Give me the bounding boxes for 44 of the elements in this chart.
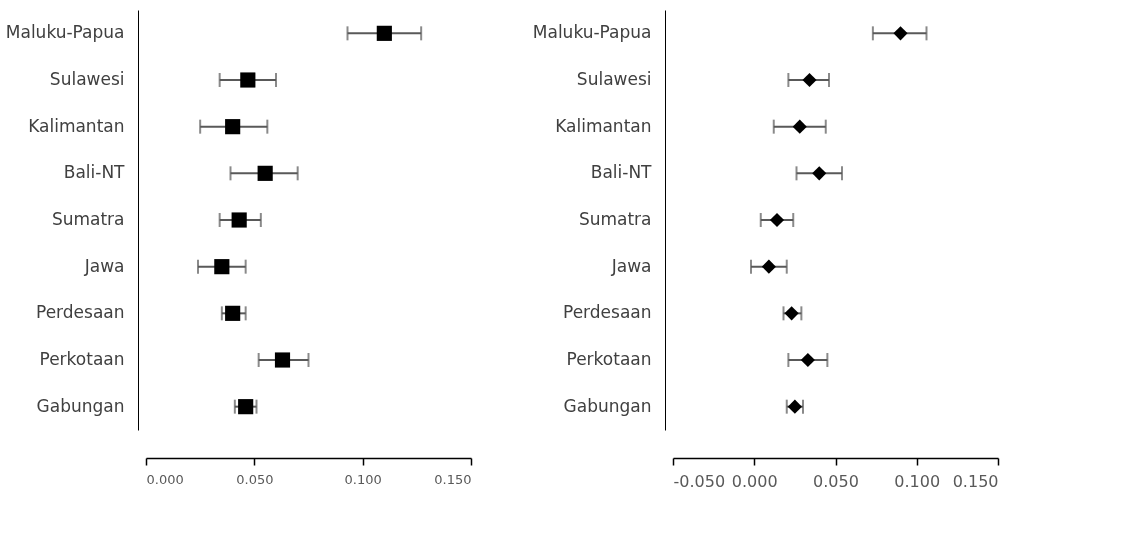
y-tick-label: Maluku-Papua — [532, 22, 652, 43]
y-tick-label: Kalimantan — [555, 115, 652, 136]
point — [225, 305, 241, 321]
y-tick-label: Bali-NT — [63, 162, 126, 183]
x-tick-label: 0.150 — [952, 471, 999, 491]
point — [214, 259, 230, 275]
y-tick-label: Maluku-Papua — [5, 22, 125, 43]
point — [784, 306, 799, 321]
y-tick-label: Jawa — [83, 255, 125, 276]
point — [802, 72, 817, 88]
y-tick-label: Perdesaan — [562, 302, 652, 323]
y-tick-label: Perkotaan — [566, 349, 652, 369]
x-tick-label: 0.100 — [894, 471, 941, 491]
x-tick-label: 0.000 — [146, 471, 184, 487]
point — [231, 212, 247, 228]
x-tick-label: 0.000 — [731, 471, 778, 491]
point — [800, 352, 815, 368]
y-tick-label: Sulawesi — [576, 69, 652, 89]
x-tick-label: -0.050 — [673, 471, 726, 491]
point — [376, 25, 392, 41]
y-tick-label: Sumatra — [578, 209, 652, 229]
y-tick-label: Gabungan — [36, 395, 125, 416]
point — [893, 26, 908, 41]
point — [812, 166, 827, 181]
point — [238, 399, 254, 415]
y-tick-label: Bali-NT — [590, 162, 653, 183]
y-tick-label: Sumatra — [51, 209, 125, 229]
point — [257, 165, 273, 181]
y-tick-label: Jawa — [610, 255, 652, 276]
x-tick-label: 0.050 — [236, 471, 274, 487]
point — [225, 119, 241, 135]
point — [761, 259, 776, 274]
point — [792, 119, 807, 134]
point — [240, 72, 256, 88]
y-tick-label: Perdesaan — [35, 302, 125, 323]
x-tick-label: 0.150 — [434, 471, 472, 487]
y-tick-label: Perkotaan — [39, 349, 125, 369]
x-tick-label: 0.100 — [344, 471, 382, 487]
y-tick-label: Sulawesi — [49, 69, 125, 89]
x-tick-label: 0.050 — [813, 471, 859, 491]
point — [274, 352, 291, 368]
point — [769, 212, 785, 228]
y-tick-label: Kalimantan — [28, 115, 125, 136]
y-tick-label: Gabungan — [563, 395, 652, 416]
